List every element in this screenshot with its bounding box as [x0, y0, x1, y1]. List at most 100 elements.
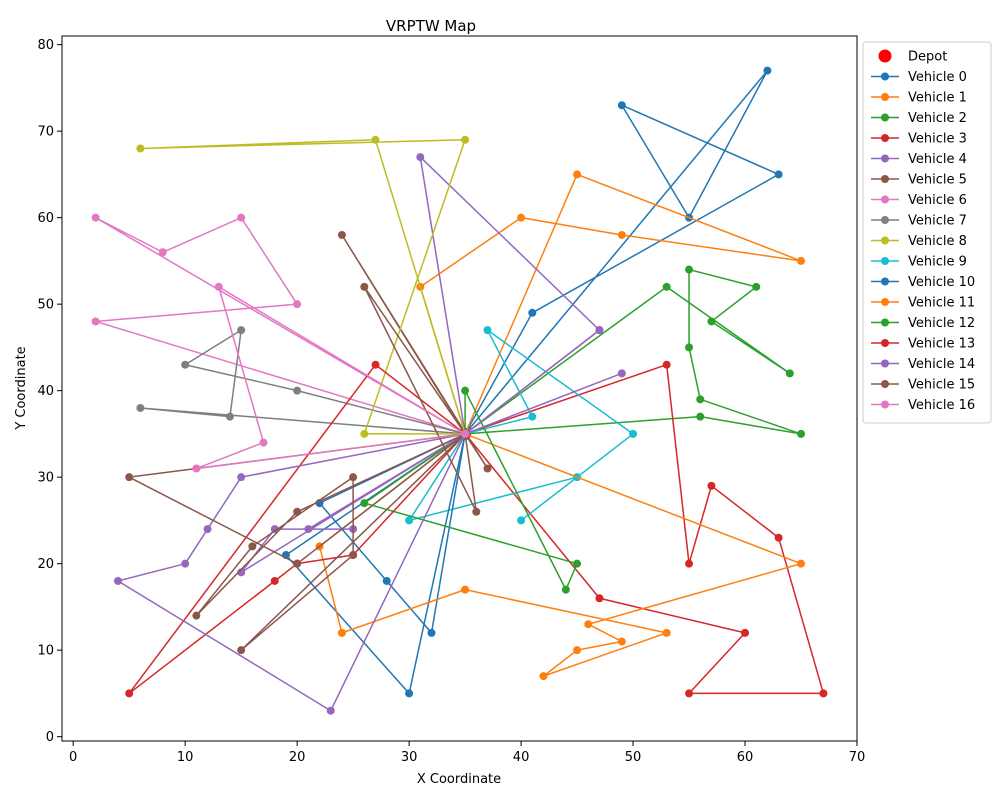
customer-point: [125, 689, 134, 698]
customer-point: [584, 620, 593, 629]
customer-point: [304, 525, 313, 534]
y-tick-label: 70: [37, 125, 54, 140]
legend-label: Depot: [908, 50, 947, 65]
customer-point: [371, 135, 380, 144]
x-tick-label: 60: [737, 750, 754, 765]
legend-marker: [881, 195, 889, 204]
legend-marker: [878, 49, 892, 63]
customer-point: [539, 672, 548, 681]
y-tick-label: 60: [37, 211, 54, 226]
customer-point: [797, 429, 806, 438]
customer-point: [573, 170, 582, 179]
customer-point: [203, 525, 212, 534]
legend-item: Vehicle 2: [871, 111, 967, 126]
customer-point: [685, 343, 694, 352]
legend-marker: [881, 72, 889, 81]
legend-marker: [881, 216, 889, 224]
customer-point: [685, 559, 694, 568]
route-series: [461, 360, 828, 698]
customer-point: [685, 689, 694, 698]
legend-marker: [881, 339, 889, 347]
legend-item: Vehicle 16: [871, 398, 975, 413]
customer-point: [237, 326, 246, 335]
customer-point: [662, 282, 671, 291]
customer-point: [125, 473, 134, 482]
x-tick-label: 20: [289, 750, 306, 765]
customer-point: [528, 308, 537, 317]
customer-point: [707, 317, 716, 326]
x-axis-title: X Coordinate: [417, 772, 501, 787]
legend-label: Vehicle 10: [908, 275, 975, 290]
legend-item: Vehicle 11: [871, 296, 975, 311]
plot-area: [91, 66, 828, 715]
legend-label: Vehicle 9: [908, 255, 967, 270]
customer-point: [192, 464, 201, 473]
customer-point: [774, 170, 783, 179]
customer-point: [91, 213, 100, 222]
customer-point: [573, 559, 582, 568]
customer-point: [617, 101, 626, 110]
legend-label: Vehicle 2: [908, 111, 967, 126]
chart-title: VRPTW Map: [386, 17, 476, 35]
legend-item: Vehicle 5: [871, 173, 967, 188]
customer-point: [293, 559, 302, 568]
x-tick-label: 70: [849, 750, 866, 765]
legend-label: Vehicle 15: [908, 378, 975, 393]
legend-label: Vehicle 7: [908, 214, 967, 229]
legend-marker: [881, 359, 889, 368]
customer-point: [382, 576, 391, 585]
legend-label: Vehicle 5: [908, 173, 967, 188]
legend-item: Vehicle 8: [871, 234, 967, 249]
y-axis-title: Y Coordinate: [14, 346, 29, 430]
x-tick-label: 10: [177, 750, 194, 765]
route-series: [136, 135, 470, 438]
customer-point: [662, 628, 671, 637]
legend-item: Vehicle 7: [871, 214, 967, 229]
customer-point: [158, 248, 167, 257]
customer-point: [237, 646, 246, 655]
customer-point: [696, 395, 705, 404]
customer-point: [617, 637, 626, 646]
x-tick-label: 0: [69, 750, 77, 765]
legend-item: Vehicle 0: [871, 70, 967, 85]
route-line: [117, 329, 623, 712]
customer-point: [214, 282, 223, 291]
customer-point: [741, 628, 750, 637]
legend-item: Vehicle 1: [871, 91, 967, 106]
legend-item: Vehicle 9: [871, 255, 967, 270]
legend-item: Vehicle 10: [871, 275, 975, 290]
y-tick-label: 10: [37, 644, 54, 659]
legend-item: Vehicle 6: [871, 193, 967, 208]
legend-label: Vehicle 12: [908, 316, 975, 331]
customer-point: [797, 559, 806, 568]
customer-point: [326, 706, 335, 715]
legend-item-depot: Depot: [878, 49, 947, 65]
legend-item: Vehicle 4: [871, 152, 967, 167]
legend-label: Vehicle 6: [908, 193, 967, 208]
axes-frame: [61, 35, 858, 742]
customer-point: [561, 585, 570, 594]
y-tick-label: 20: [37, 557, 54, 572]
legend-marker: [881, 93, 889, 101]
customer-point: [293, 507, 302, 516]
customer-point: [573, 646, 582, 655]
route-line: [341, 234, 489, 470]
customer-point: [360, 429, 369, 438]
customer-point: [662, 360, 671, 369]
customer-point: [259, 438, 268, 447]
customer-point: [91, 317, 100, 326]
customer-point: [136, 144, 145, 153]
legend-item: Vehicle 14: [871, 357, 975, 372]
customer-point: [237, 473, 246, 482]
customer-point: [337, 628, 346, 637]
legend-item: Vehicle 15: [871, 378, 975, 393]
customer-point: [349, 473, 358, 482]
customer-point: [685, 265, 694, 274]
legend-item: Vehicle 12: [871, 316, 975, 331]
customer-point: [427, 628, 436, 637]
customer-point: [181, 360, 190, 369]
customer-point: [595, 594, 604, 603]
legend-item: Vehicle 13: [871, 337, 975, 352]
